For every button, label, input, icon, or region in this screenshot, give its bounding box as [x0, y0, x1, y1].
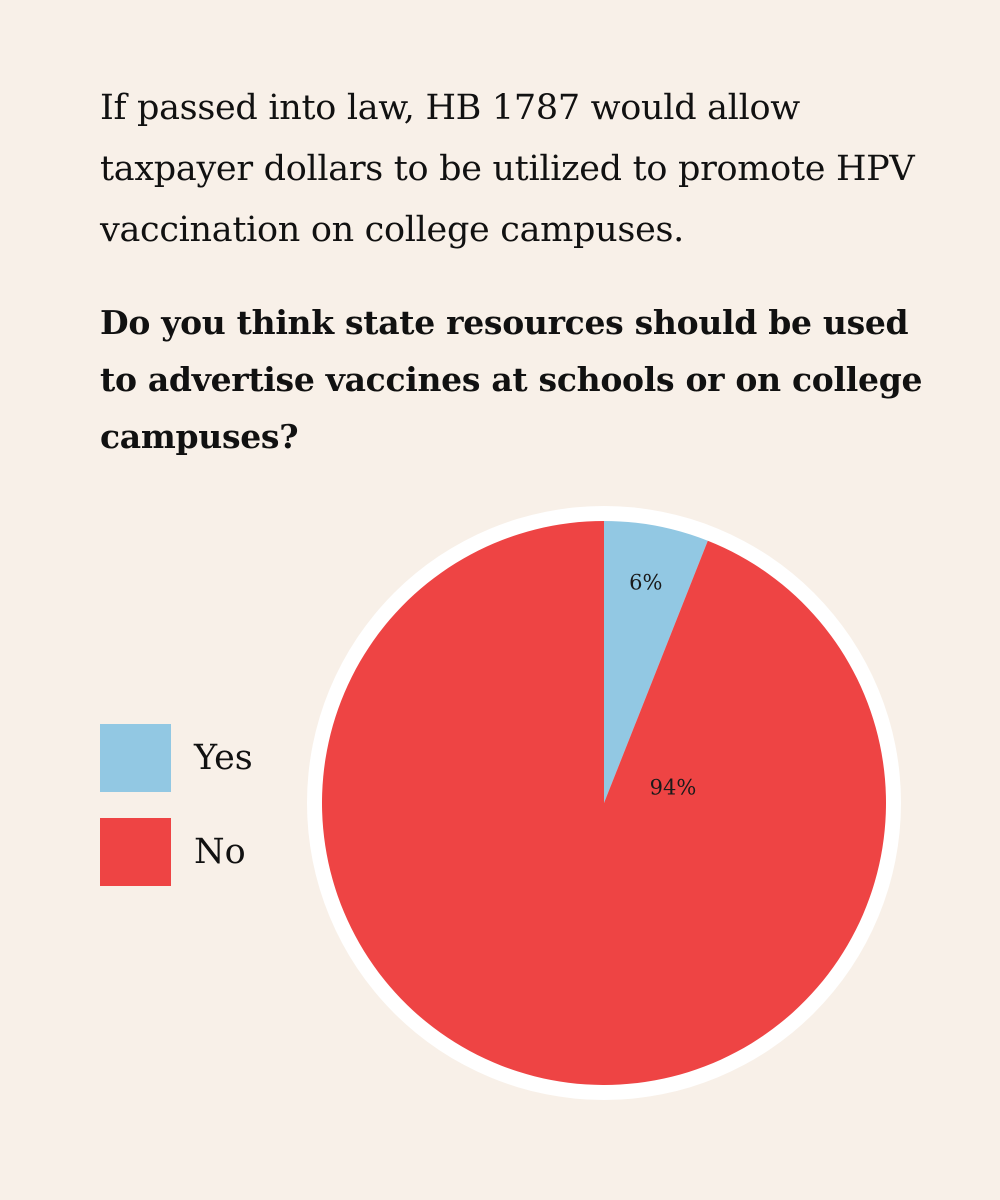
- legend-item-yes: Yes: [100, 724, 253, 792]
- pie-label-no: 94%: [650, 776, 697, 800]
- legend-label-yes: Yes: [194, 738, 253, 778]
- pie-slices: [321, 521, 886, 1085]
- chart-legend: Yes No: [100, 724, 253, 912]
- pie-slice-yes: [604, 521, 708, 803]
- pie-label-yes: 6%: [629, 571, 662, 595]
- pie-labels: 6% 94%: [629, 571, 696, 800]
- legend-item-no: No: [100, 818, 253, 886]
- pie-slice-no: [321, 521, 886, 1085]
- survey-question: Do you think state resources should be u…: [100, 303, 923, 456]
- legend-swatch-yes: [100, 724, 171, 792]
- legend-label-no: No: [194, 832, 246, 872]
- intro-text: If passed into law, HB 1787 would allow …: [100, 88, 915, 250]
- legend-swatch-no: [100, 818, 171, 886]
